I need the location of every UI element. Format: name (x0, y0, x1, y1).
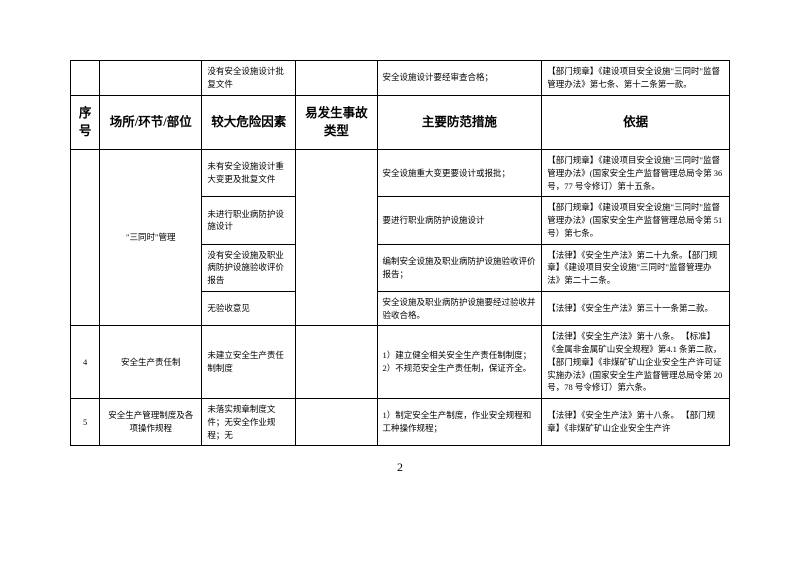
cell-acc (296, 150, 377, 326)
cell-basis: 【法律】《安全生产法》第二十九条。【部门规章】《建设项目安全设施"三同时"监督管… (542, 244, 730, 291)
cell-basis: 【部门规章】《建设项目安全设施"三同时"监督管理办法》(国家安全生产监督管理总局… (542, 150, 730, 197)
cell-acc (296, 61, 377, 96)
header-measure: 主要防范措施 (377, 95, 542, 150)
cell-place: 安全生产责任制 (100, 326, 202, 399)
header-risk: 较大危险因素 (202, 95, 296, 150)
cell-seq: 5 (71, 399, 100, 446)
table-header-row: 序号 场所/环节/部位 较大危险因素 易发生事故类型 主要防范措施 依据 (71, 95, 730, 150)
cell-risk: 未建立安全生产责任制制度 (202, 326, 296, 399)
cell-acc (296, 399, 377, 446)
cell-basis: 【部门规章】《建设项目安全设施"三同时"监督管理办法》第七条、第十二条第一款。 (542, 61, 730, 96)
cell-risk: 没有安全设施设计批复文件 (202, 61, 296, 96)
page-number: 2 (70, 460, 730, 475)
cell-place (100, 61, 202, 96)
cell-measure: 安全设施重大变更要设计或报批； (377, 150, 542, 197)
cell-risk: 无验收意见 (202, 291, 296, 326)
table-row: 5 安全生产管理制度及各项操作规程 未落实规章制度文件；无安全作业规程；无 1）… (71, 399, 730, 446)
main-table: 没有安全设施设计批复文件 安全设施设计要经审查合格； 【部门规章】《建设项目安全… (70, 60, 730, 446)
cell-measure: 1）建立健全相关安全生产责任制制度； 2）不规范安全生产责任制，保证齐全。 (377, 326, 542, 399)
cell-place: 安全生产管理制度及各项操作规程 (100, 399, 202, 446)
cell-basis: 【法律】《安全生产法》第十八条。 【部门规章】《非煤矿矿山企业安全生产许 (542, 399, 730, 446)
header-acc: 易发生事故类型 (296, 95, 377, 150)
page-container: 没有安全设施设计批复文件 安全设施设计要经审查合格； 【部门规章】《建设项目安全… (0, 0, 800, 495)
header-place: 场所/环节/部位 (100, 95, 202, 150)
cell-seq (71, 61, 100, 96)
cell-measure: 安全设施设计要经审查合格； (377, 61, 542, 96)
cell-risk: 没有安全设施及职业病防护设施验收评价报告 (202, 244, 296, 291)
table-row: 没有安全设施设计批复文件 安全设施设计要经审查合格； 【部门规章】《建设项目安全… (71, 61, 730, 96)
cell-acc (296, 326, 377, 399)
cell-seq (71, 150, 100, 326)
cell-risk: 未进行职业病防护设施设计 (202, 197, 296, 244)
cell-measure: 1）制定安全生产制度，作业安全规程和工种操作规程； (377, 399, 542, 446)
cell-measure: 安全设施及职业病防护设施要经过验收并验收合格。 (377, 291, 542, 326)
table-row: "三同时"管理 未有安全设施设计重大变更及批复文件 安全设施重大变更要设计或报批… (71, 150, 730, 197)
table-row: 4 安全生产责任制 未建立安全生产责任制制度 1）建立健全相关安全生产责任制制度… (71, 326, 730, 399)
cell-basis: 【法律】《安全生产法》第三十一条第二款。 (542, 291, 730, 326)
cell-measure: 要进行职业病防护设施设计 (377, 197, 542, 244)
cell-risk: 未有安全设施设计重大变更及批复文件 (202, 150, 296, 197)
header-basis: 依据 (542, 95, 730, 150)
cell-seq: 4 (71, 326, 100, 399)
cell-basis: 【部门规章】《建设项目安全设施"三同时"监督管理办法》(国家安全生产监督管理总局… (542, 197, 730, 244)
header-seq: 序号 (71, 95, 100, 150)
cell-measure: 编制安全设施及职业病防护设施验收评价报告； (377, 244, 542, 291)
cell-risk: 未落实规章制度文件；无安全作业规程；无 (202, 399, 296, 446)
cell-place: "三同时"管理 (100, 150, 202, 326)
cell-basis: 【法律】《安全生产法》第十八条。 【标准】《金属非金属矿山安全规程》第4.1 条… (542, 326, 730, 399)
